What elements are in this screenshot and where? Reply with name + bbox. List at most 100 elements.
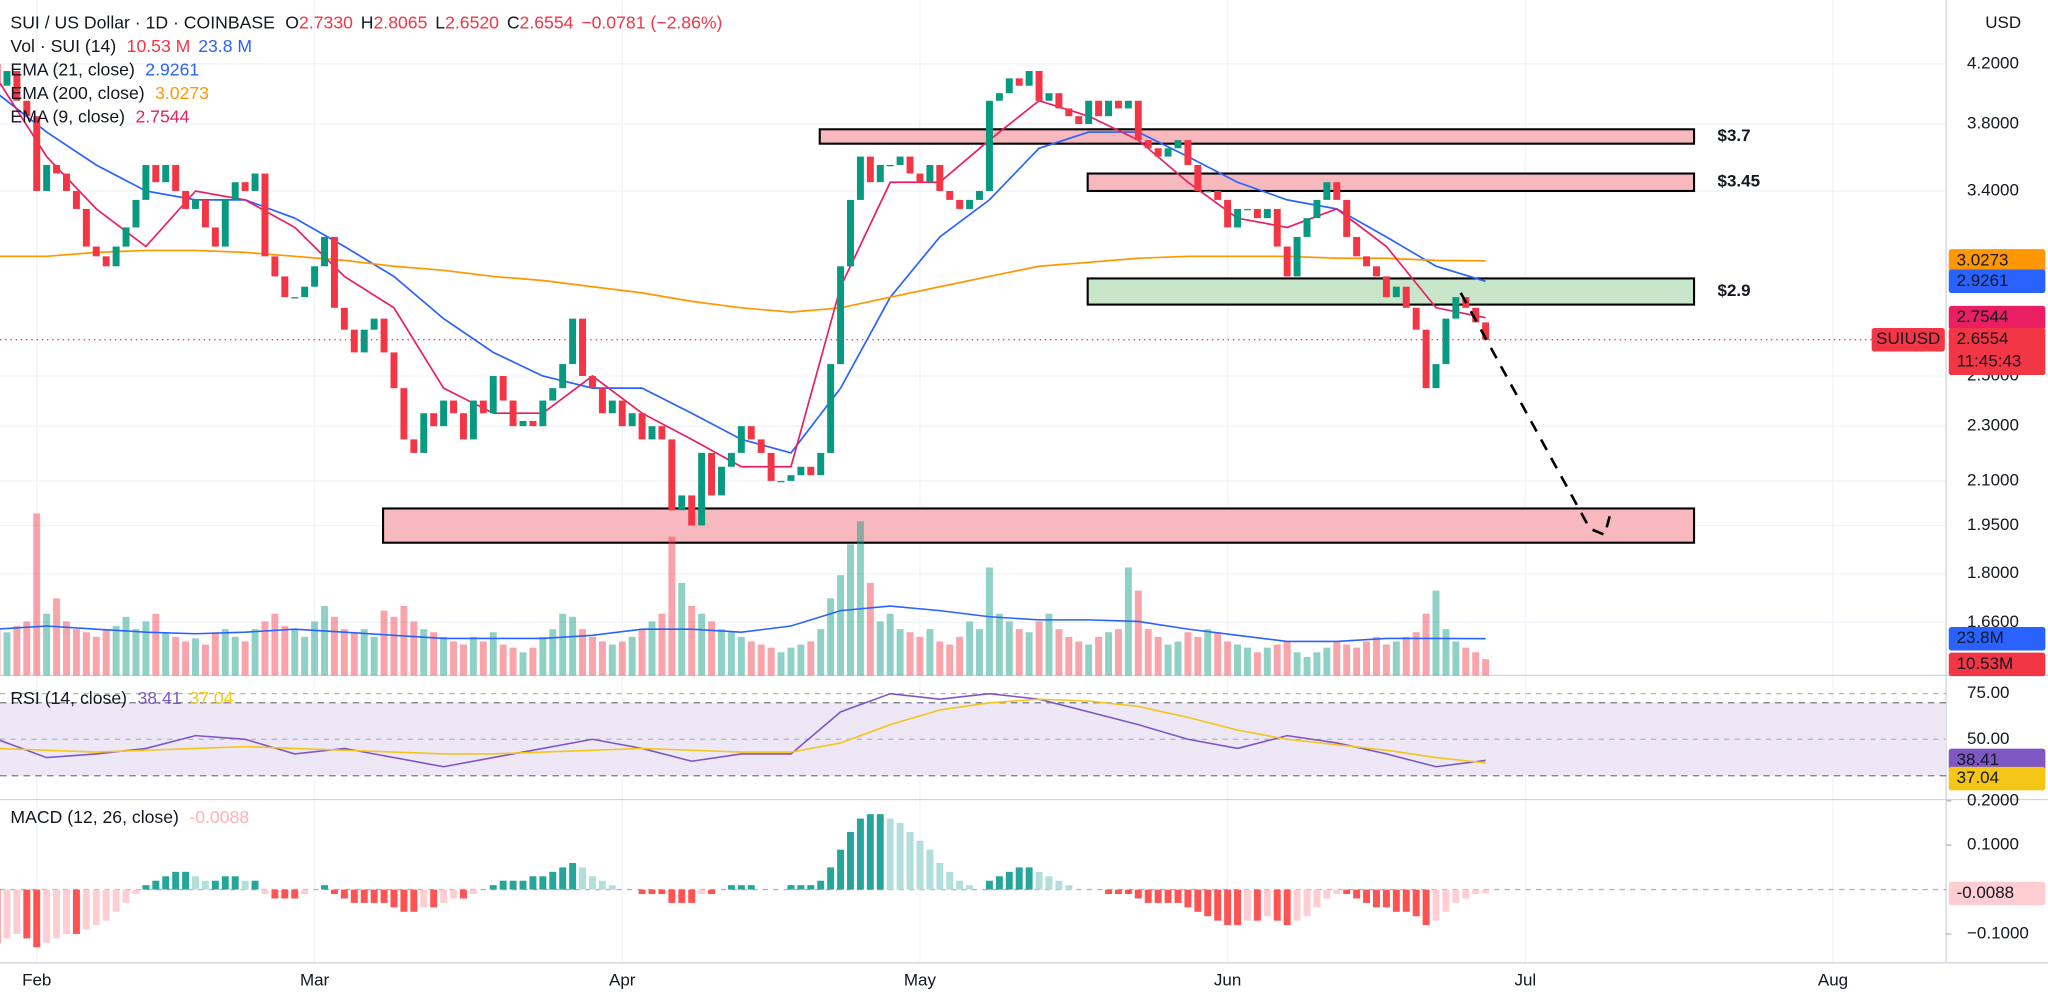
volume-bar (727, 632, 735, 676)
candle-body (956, 199, 964, 209)
volume-bar (946, 644, 954, 676)
macd-bar (82, 889, 90, 930)
volume-bar (489, 632, 497, 676)
ema-line (0, 249, 1486, 313)
macd-bar (588, 876, 596, 890)
macd-bar (1134, 889, 1142, 899)
macd-bar (271, 889, 279, 899)
candle-body (390, 352, 398, 389)
candle-body (201, 199, 209, 228)
price-zone (818, 128, 1696, 145)
volume-bar (539, 636, 547, 676)
volume-bar (1293, 652, 1301, 676)
candle-body (3, 71, 11, 86)
candle-body (13, 71, 21, 101)
volume-bar (1114, 629, 1122, 676)
candle-body (708, 452, 716, 496)
macd-bar (112, 889, 120, 912)
macd-bar (301, 889, 309, 895)
macd-bar (489, 885, 497, 890)
candle-body (1055, 93, 1063, 109)
macd-bar (1442, 889, 1450, 912)
candle-body (1194, 164, 1202, 191)
candle-body (1293, 236, 1301, 277)
macd-bar (1343, 889, 1351, 895)
macd-bar (1472, 889, 1480, 895)
volume-bar (688, 606, 696, 676)
volume-bar (1263, 647, 1271, 676)
candle-body (1402, 286, 1410, 308)
candle-body (718, 466, 725, 496)
macd-bar (23, 889, 31, 939)
candle-body (53, 164, 61, 174)
ema-name: EMA (200, close) (10, 83, 144, 103)
volume-legend: Vol · SUI (14) 10.53 M 23.8 M (10, 36, 252, 56)
candle-body (82, 208, 90, 247)
volume-bar (1065, 636, 1073, 676)
countdown: 11:45:43 (1957, 351, 2022, 370)
candle-body (1085, 100, 1093, 125)
ema-name: EMA (21, close) (10, 59, 134, 79)
volume-bar (450, 641, 458, 676)
macd-bar (1402, 889, 1410, 912)
macd-tag: -0.0088 (1957, 883, 2015, 902)
volume-bar (360, 629, 368, 676)
currency[interactable]: USD (1985, 13, 2021, 32)
candle-body (1273, 208, 1281, 247)
volume-bar (549, 629, 557, 676)
candle-body (102, 256, 110, 267)
candle-body (1114, 100, 1122, 109)
macd-bar (906, 831, 914, 890)
macd-bar (559, 867, 567, 890)
candle-body (1224, 199, 1232, 228)
volume-bar (985, 567, 993, 676)
candle-body (767, 452, 775, 481)
price-zone (1086, 277, 1696, 306)
volume-bar (430, 632, 438, 676)
macd-bar (142, 885, 150, 890)
macd-bar (886, 818, 894, 890)
candle-body (926, 164, 934, 183)
ema-legend: EMA (21, close) 2.9261 (10, 59, 199, 79)
macd-bar (946, 871, 954, 890)
candle-body (1472, 307, 1480, 323)
macd-bar (787, 885, 795, 890)
volume-bar (251, 629, 259, 676)
volume-bar (152, 613, 160, 676)
macd-bar (1204, 889, 1212, 917)
volume-ma-value: 23.8 M (198, 36, 252, 56)
volume-bar (1422, 613, 1430, 676)
macd-bar (420, 889, 428, 908)
candle-body (350, 329, 358, 353)
volume-bar (1164, 644, 1172, 676)
volume-bar (1432, 590, 1440, 676)
macd-bar (688, 889, 696, 903)
candle-body (1283, 246, 1291, 277)
macd-bar (698, 889, 706, 895)
volume-bar (380, 610, 388, 676)
candle-body (1482, 322, 1490, 340)
volume-bar (261, 621, 269, 676)
macd-bar (92, 889, 100, 926)
candle-body (479, 400, 487, 414)
ema-tag-bg (1948, 269, 2046, 294)
candle-body (23, 100, 31, 117)
macd-bar (856, 818, 864, 890)
macd-bar (231, 876, 239, 890)
macd-bar (658, 889, 666, 895)
macd-bar (201, 880, 209, 890)
volume-bar (777, 652, 785, 676)
candle-body (866, 156, 874, 183)
volume-bar (1075, 641, 1083, 676)
volume-bar (588, 636, 596, 676)
candle-body (1422, 329, 1430, 389)
volume-bar (906, 632, 914, 676)
candle-body (1412, 307, 1420, 330)
macd-bar (192, 876, 199, 890)
rsi-ma-tag: 37.04 (1957, 768, 1999, 787)
macd-bar (1303, 889, 1311, 917)
volume-tag-bg (1948, 652, 2046, 677)
macd-bar (1382, 889, 1390, 908)
macd-bar (469, 889, 477, 895)
candle-body (1313, 199, 1321, 219)
